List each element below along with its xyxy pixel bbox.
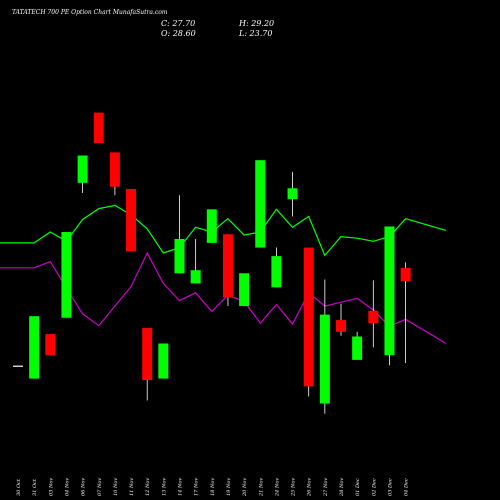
- x-tick-label: 17 Nov: [194, 478, 200, 496]
- candle-body: [206, 209, 217, 243]
- candle-body: [93, 112, 104, 144]
- candle: [336, 303, 346, 336]
- candle: [271, 247, 282, 288]
- candle: [61, 231, 72, 318]
- candle-body: [368, 310, 379, 324]
- candle: [93, 112, 104, 144]
- candle-body: [29, 316, 40, 379]
- x-tick-label: 13 Nov: [161, 478, 167, 496]
- candle: [13, 365, 23, 367]
- x-tick-label: 19 Nov: [226, 478, 232, 496]
- candle: [142, 327, 153, 401]
- x-tick-label: 28 Nov: [339, 478, 345, 497]
- candle-body: [336, 320, 346, 332]
- candle-body: [352, 336, 363, 360]
- close-value: C: 27.70: [161, 19, 196, 28]
- candle-body: [142, 327, 153, 381]
- candle-body: [400, 267, 411, 282]
- x-tick-label: 02 Dec: [371, 478, 377, 496]
- candle: [29, 316, 40, 379]
- candle: [255, 160, 266, 248]
- candle-body: [126, 189, 137, 252]
- low-value: L: 23.70: [239, 29, 273, 38]
- x-tick-label: 18 Nov: [210, 478, 216, 496]
- candle-body: [109, 152, 120, 187]
- x-tick-label: 03 Dec: [387, 478, 393, 496]
- candle: [77, 155, 88, 193]
- candle: [352, 331, 363, 360]
- candle-body: [190, 270, 201, 284]
- candle: [109, 152, 120, 196]
- x-tick-label: 26 Nov: [307, 478, 313, 497]
- candle-body: [287, 188, 298, 200]
- indicator-lines: [0, 204, 447, 345]
- x-tick-label: 04 Nov: [64, 478, 70, 496]
- x-tick-label: 07 Nov: [97, 478, 103, 496]
- candle-body: [222, 234, 233, 298]
- x-tick-label: 01 Dec: [355, 478, 361, 496]
- candle-body: [255, 160, 266, 248]
- candle: [190, 238, 201, 284]
- candle: [400, 262, 411, 363]
- candle: [368, 280, 379, 348]
- candle-body: [239, 273, 250, 307]
- candle: [45, 334, 56, 356]
- indicator-line-1: [0, 204, 447, 257]
- open-value: O: 28.60: [161, 29, 196, 38]
- x-tick-label: 31 Oct: [32, 478, 38, 496]
- high-value: H: 29.20: [239, 19, 275, 28]
- candle: [206, 209, 217, 243]
- chart-title: TATATECH 700 PE Option Chart MunafaSutra…: [12, 9, 168, 16]
- x-tick-label: 11 Nov: [129, 478, 135, 496]
- candle-body: [174, 238, 185, 274]
- x-tick-label: 06 Nov: [81, 478, 87, 496]
- candle-body: [61, 231, 72, 318]
- candle: [287, 171, 298, 217]
- candle-body: [13, 365, 23, 367]
- candle: [384, 226, 395, 366]
- x-tick-label: 12 Nov: [145, 478, 151, 496]
- candle-body: [158, 343, 169, 379]
- x-tick-label: 21 Nov: [258, 478, 264, 497]
- x-tick-label: 14 Nov: [178, 478, 184, 496]
- candle-body: [45, 334, 56, 356]
- x-tick-label: 20 Nov: [242, 478, 248, 497]
- x-tick-label: 10 Nov: [113, 478, 119, 496]
- candle-body: [303, 247, 314, 387]
- x-tick-label: 04 Dec: [404, 478, 410, 496]
- candle-body: [271, 256, 282, 288]
- x-tick-label: 30 Oct: [16, 478, 22, 496]
- candle: [239, 273, 250, 307]
- candle-body: [319, 314, 330, 404]
- x-tick-label: 25 Nov: [291, 478, 297, 497]
- x-axis-ticks: 30 Oct 31 Oct 03 Nov 04 Nov 06 Nov 07 Nov 10 N…: [16, 478, 410, 497]
- candle-body: [384, 226, 395, 356]
- x-tick-label: 03 Nov: [48, 478, 54, 496]
- candle-body: [77, 155, 88, 183]
- candle: [174, 195, 185, 274]
- x-tick-label: 27 Nov: [323, 478, 329, 497]
- candlesticks: [13, 112, 411, 414]
- candle: [303, 247, 314, 397]
- candle: [158, 343, 169, 379]
- x-tick-label: 24 Nov: [274, 478, 280, 497]
- candle: [126, 189, 137, 252]
- indicator-line-2: [0, 251, 447, 345]
- candle: [319, 279, 330, 414]
- candle: [222, 234, 233, 307]
